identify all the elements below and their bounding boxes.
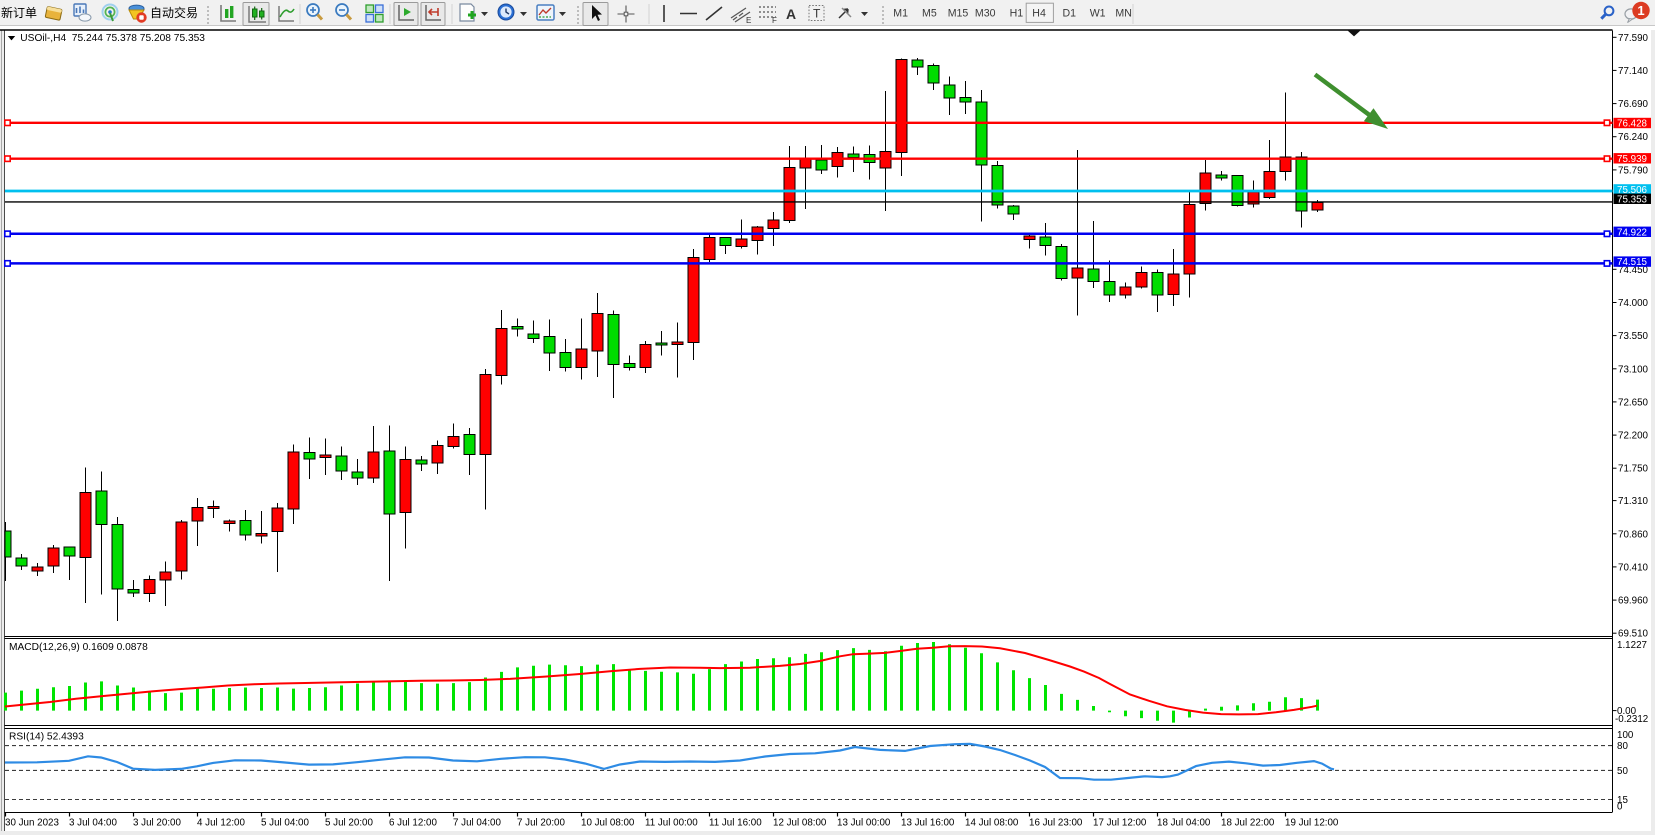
svg-text:H4: H4 — [1032, 8, 1046, 20]
svg-text:75.939: 75.939 — [1617, 154, 1647, 165]
svg-text:76.690: 76.690 — [1618, 99, 1649, 110]
svg-text:80: 80 — [1617, 741, 1628, 752]
svg-text:1.1227: 1.1227 — [1617, 640, 1647, 651]
svg-text:7 Jul 04:00: 7 Jul 04:00 — [453, 818, 501, 829]
svg-text:A: A — [786, 6, 796, 22]
svg-text:50: 50 — [1617, 766, 1628, 777]
svg-text:70.860: 70.860 — [1618, 529, 1649, 540]
svg-text:MACD(12,26,9) 0.1609 0.0878: MACD(12,26,9) 0.1609 0.0878 — [9, 642, 148, 653]
svg-text:3 Jul 20:00: 3 Jul 20:00 — [133, 818, 181, 829]
svg-text:14 Jul 08:00: 14 Jul 08:00 — [965, 818, 1019, 829]
svg-text:7 Jul 20:00: 7 Jul 20:00 — [517, 818, 565, 829]
svg-text:77.140: 77.140 — [1618, 66, 1649, 77]
svg-text:M5: M5 — [922, 8, 937, 20]
svg-text:70.410: 70.410 — [1618, 562, 1649, 573]
svg-text:M15: M15 — [948, 8, 969, 20]
svg-text:74.450: 74.450 — [1618, 265, 1649, 276]
svg-text:74.922: 74.922 — [1617, 227, 1647, 238]
svg-text:74.515: 74.515 — [1617, 257, 1648, 268]
svg-text:13 Jul 00:00: 13 Jul 00:00 — [837, 818, 891, 829]
svg-text:18 Jul 22:00: 18 Jul 22:00 — [1221, 818, 1275, 829]
svg-text:5 Jul 20:00: 5 Jul 20:00 — [325, 818, 373, 829]
svg-text:71.750: 71.750 — [1618, 464, 1649, 475]
svg-text:15: 15 — [1617, 795, 1628, 806]
svg-text:4 Jul 12:00: 4 Jul 12:00 — [197, 818, 245, 829]
svg-text:F: F — [772, 16, 777, 25]
svg-text:新订单: 新订单 — [1, 5, 37, 20]
svg-text:3 Jul 04:00: 3 Jul 04:00 — [69, 818, 117, 829]
svg-text:W1: W1 — [1090, 8, 1106, 20]
svg-text:19 Jul 12:00: 19 Jul 12:00 — [1285, 818, 1339, 829]
svg-text:71.310: 71.310 — [1618, 496, 1649, 507]
svg-text:17 Jul 12:00: 17 Jul 12:00 — [1093, 818, 1147, 829]
svg-text:16 Jul 23:00: 16 Jul 23:00 — [1029, 818, 1083, 829]
svg-text:USOil-,H4 75.244 75.378 75.20: USOil-,H4 75.244 75.378 75.208 75.353 — [20, 33, 205, 44]
svg-text:72.650: 72.650 — [1618, 397, 1649, 408]
svg-text:69.960: 69.960 — [1618, 596, 1649, 607]
svg-text:-0.2312: -0.2312 — [1615, 714, 1648, 725]
svg-text:73.550: 73.550 — [1618, 331, 1649, 342]
svg-text:6 Jul 12:00: 6 Jul 12:00 — [389, 818, 437, 829]
svg-text:74.000: 74.000 — [1618, 298, 1649, 309]
svg-text:5 Jul 04:00: 5 Jul 04:00 — [261, 818, 309, 829]
svg-text:11 Jul 00:00: 11 Jul 00:00 — [645, 818, 698, 829]
svg-text:RSI(14) 52.4393: RSI(14) 52.4393 — [9, 732, 84, 743]
svg-text:75.353: 75.353 — [1617, 194, 1648, 205]
svg-text:72.200: 72.200 — [1618, 431, 1649, 442]
svg-text:30 Jun 2023: 30 Jun 2023 — [5, 818, 59, 829]
svg-text:0.00: 0.00 — [1617, 706, 1637, 717]
svg-text:73.100: 73.100 — [1618, 364, 1649, 375]
svg-text:自动交易: 自动交易 — [150, 5, 198, 20]
svg-text:75.506: 75.506 — [1617, 185, 1648, 196]
svg-text:76.428: 76.428 — [1617, 119, 1648, 130]
svg-text:75.790: 75.790 — [1618, 165, 1649, 176]
svg-text:77.590: 77.590 — [1618, 33, 1649, 44]
svg-text:T: T — [813, 7, 821, 21]
svg-text:100: 100 — [1617, 730, 1634, 741]
svg-text:10 Jul 08:00: 10 Jul 08:00 — [581, 818, 635, 829]
svg-text:11 Jul 16:00: 11 Jul 16:00 — [709, 818, 762, 829]
svg-text:76.240: 76.240 — [1618, 132, 1649, 143]
svg-text:MN: MN — [1115, 8, 1131, 20]
svg-text:M30: M30 — [975, 8, 996, 20]
svg-text:D1: D1 — [1063, 8, 1077, 20]
svg-text:E: E — [746, 16, 751, 25]
svg-text:13 Jul 16:00: 13 Jul 16:00 — [901, 818, 955, 829]
svg-text:69.510: 69.510 — [1618, 629, 1649, 640]
svg-text:0: 0 — [1617, 802, 1623, 813]
svg-text:18 Jul 04:00: 18 Jul 04:00 — [1157, 818, 1211, 829]
svg-text:M1: M1 — [893, 8, 908, 20]
svg-text:12 Jul 08:00: 12 Jul 08:00 — [773, 818, 827, 829]
svg-text:H1: H1 — [1010, 8, 1024, 20]
svg-text:1: 1 — [1637, 3, 1644, 18]
